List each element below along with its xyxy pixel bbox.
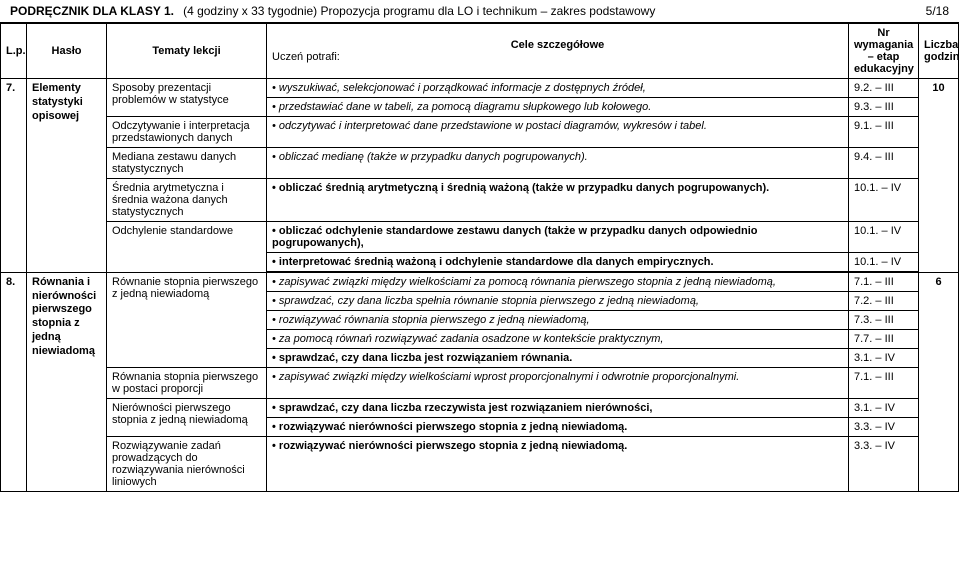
goal-text: rozwiązywać nierówności pierwszego stopn… [272, 421, 843, 433]
goal-cell: sprawdzać, czy dana liczba spełnia równa… [267, 292, 849, 311]
lesson-topic: Odczytywanie i interpretacja przedstawio… [107, 117, 267, 148]
header-title-bold: PODRĘCZNIK DLA KLASY 1. [10, 4, 174, 18]
goal-cell: zapisywać związki między wielkościami za… [267, 272, 849, 292]
table-row: Odczytywanie i interpretacja przedstawio… [1, 117, 959, 148]
header-title: PODRĘCZNIK DLA KLASY 1. (4 godziny x 33 … [10, 4, 655, 18]
requirement-code: 7.3. – III [849, 311, 919, 330]
th-wym: Nr wymagania – etap edukacyjny [849, 24, 919, 79]
goal-cell: rozwiązywać nierówności pierwszego stopn… [267, 437, 849, 492]
table-header-row: L.p. Hasło Tematy lekcji Cele szczegółow… [1, 24, 959, 79]
th-cele: Cele szczegółowe Uczeń potrafi: [267, 24, 849, 79]
goal-cell: zapisywać związki między wielkościami wp… [267, 368, 849, 399]
goal-text: przedstawiać dane w tabeli, za pomocą di… [272, 101, 843, 113]
requirement-code: 10.1. – IV [849, 222, 919, 253]
page-header: PODRĘCZNIK DLA KLASY 1. (4 godziny x 33 … [0, 0, 959, 23]
table-row: Odchylenie standardoweobliczać odchyleni… [1, 222, 959, 253]
table-row: Równania stopnia pierwszego w postaci pr… [1, 368, 959, 399]
goal-cell: sprawdzać, czy dana liczba rzeczywista j… [267, 399, 849, 418]
goal-cell: rozwiązywać nierówności pierwszego stopn… [267, 418, 849, 437]
lesson-topic: Mediana zestawu danych statystycznych [107, 148, 267, 179]
curriculum-table: L.p. Hasło Tematy lekcji Cele szczegółow… [0, 23, 959, 492]
goal-text: sprawdzać, czy dana liczba rzeczywista j… [272, 402, 843, 414]
goal-text: odczytywać i interpretować dane przedsta… [272, 120, 843, 132]
section-haslo: Elementy statystyki opisowej [27, 79, 107, 273]
th-uczen: Uczeń potrafi: [272, 51, 843, 63]
requirement-code: 3.1. – IV [849, 349, 919, 368]
requirement-code: 9.4. – III [849, 148, 919, 179]
goal-cell: wyszukiwać, selekcjonować i porządkować … [267, 79, 849, 98]
header-page-number: 5/18 [926, 4, 949, 18]
section-number: 7. [1, 79, 27, 273]
goal-text: sprawdzać, czy dana liczba spełnia równa… [272, 295, 843, 307]
goal-text: zapisywać związki między wielkościami za… [272, 276, 843, 288]
goal-text: za pomocą równań rozwiązywać zadania osa… [272, 333, 843, 345]
table-row: 8.Równania i nierówności pierwszego stop… [1, 272, 959, 292]
table-row: Rozwiązywanie zadań prowadzących do rozw… [1, 437, 959, 492]
requirement-code: 3.3. – IV [849, 437, 919, 492]
lesson-topic: Odchylenie standardowe [107, 222, 267, 273]
requirement-code: 9.1. – III [849, 117, 919, 148]
lesson-topic: Równania stopnia pierwszego w postaci pr… [107, 368, 267, 399]
goal-cell: interpretować średnią ważoną i odchyleni… [267, 253, 849, 273]
th-haslo: Hasło [27, 24, 107, 79]
requirement-code: 3.1. – IV [849, 399, 919, 418]
section-haslo: Równania i nierówności pierwszego stopni… [27, 272, 107, 492]
th-lp: L.p. [1, 24, 27, 79]
requirement-code: 10.1. – IV [849, 253, 919, 273]
goal-cell: obliczać odchylenie standardowe zestawu … [267, 222, 849, 253]
goal-text: zapisywać związki między wielkościami wp… [272, 371, 843, 383]
goal-cell: obliczać średnią arytmetyczną i średnią … [267, 179, 849, 222]
header-title-rest: (4 godziny x 33 tygodnie) Propozycja pro… [183, 4, 655, 18]
goal-cell: odczytywać i interpretować dane przedsta… [267, 117, 849, 148]
th-tematy: Tematy lekcji [107, 24, 267, 79]
goal-text: rozwiązywać równania stopnia pierwszego … [272, 314, 843, 326]
section-hours: 6 [919, 272, 959, 492]
requirement-code: 9.3. – III [849, 98, 919, 117]
lesson-topic: Nierówności pierwszego stopnia z jedną n… [107, 399, 267, 437]
requirement-code: 9.2. – III [849, 79, 919, 98]
goal-text: obliczać odchylenie standardowe zestawu … [272, 225, 843, 249]
goal-text: sprawdzać, czy dana liczba jest rozwiąza… [272, 352, 843, 364]
requirement-code: 10.1. – IV [849, 179, 919, 222]
requirement-code: 7.7. – III [849, 330, 919, 349]
table-row: Nierówności pierwszego stopnia z jedną n… [1, 399, 959, 418]
th-cele-title: Cele szczegółowe [272, 39, 843, 51]
lesson-topic: Rozwiązywanie zadań prowadzących do rozw… [107, 437, 267, 492]
table-row: Średnia arytmetyczna i średnia ważona da… [1, 179, 959, 222]
requirement-code: 7.1. – III [849, 368, 919, 399]
goal-text: wyszukiwać, selekcjonować i porządkować … [272, 82, 843, 94]
goal-cell: przedstawiać dane w tabeli, za pomocą di… [267, 98, 849, 117]
lesson-topic: Równanie stopnia pierwszego z jedną niew… [107, 272, 267, 368]
table-row: Mediana zestawu danych statystycznych obl… [1, 148, 959, 179]
requirement-code: 7.1. – III [849, 272, 919, 292]
requirement-code: 7.2. – III [849, 292, 919, 311]
section-hours: 10 [919, 79, 959, 273]
goal-text: obliczać medianę (także w przypadku dany… [272, 151, 843, 163]
goal-text: rozwiązywać nierówności pierwszego stopn… [272, 440, 843, 452]
lesson-topic: Średnia arytmetyczna i średnia ważona da… [107, 179, 267, 222]
table-row: 7.Elementy statystyki opisowejSposoby pr… [1, 79, 959, 98]
section-number: 8. [1, 272, 27, 492]
goal-cell: obliczać medianę (także w przypadku dany… [267, 148, 849, 179]
goal-cell: rozwiązywać równania stopnia pierwszego … [267, 311, 849, 330]
th-lg: Liczba godzin [919, 24, 959, 79]
requirement-code: 3.3. – IV [849, 418, 919, 437]
goal-text: obliczać średnią arytmetyczną i średnią … [272, 182, 843, 194]
goal-cell: sprawdzać, czy dana liczba jest rozwiąza… [267, 349, 849, 368]
lesson-topic: Sposoby prezentacji problemów w statysty… [107, 79, 267, 117]
goal-text: interpretować średnią ważoną i odchyleni… [272, 256, 843, 268]
goal-cell: za pomocą równań rozwiązywać zadania osa… [267, 330, 849, 349]
